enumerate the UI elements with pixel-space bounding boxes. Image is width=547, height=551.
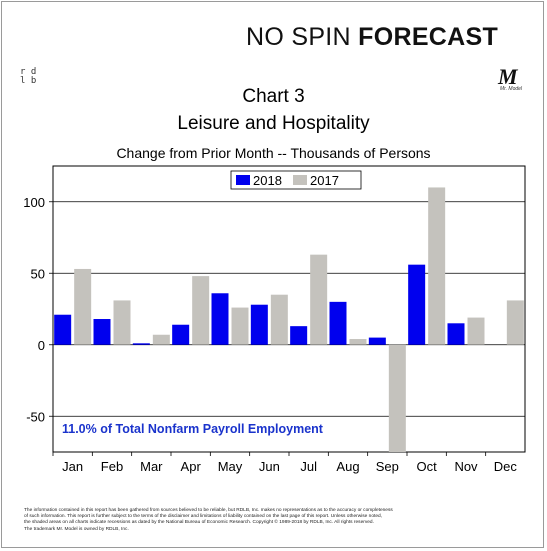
x-tick-label: Mar (140, 459, 163, 474)
footer-line1: The information contained in this report… (24, 508, 393, 513)
x-tick-label: Apr (181, 459, 202, 474)
bar-2017-sep (388, 344, 406, 452)
x-tick-label: Sep (376, 459, 399, 474)
x-tick-label: Jan (62, 459, 83, 474)
bar-2017-nov (467, 317, 485, 345)
bar-2018-jun (250, 304, 268, 345)
y-tick-label: 50 (31, 266, 45, 281)
y-tick-label: 100 (23, 195, 45, 210)
footer-line4: The trademark Mr. Model is owned by RDLB… (24, 526, 129, 532)
x-tick-label: May (218, 459, 243, 474)
bar-2018-sep (368, 337, 386, 345)
x-tick-label: Dec (494, 459, 518, 474)
bar-2018-nov (447, 323, 465, 345)
bar-2018-jan (54, 314, 72, 345)
bar-group (54, 187, 524, 452)
bar-2017-mar (152, 334, 170, 345)
y-axis-ticks: 100 50 0 -50 (23, 195, 53, 424)
bar-2018-may (211, 293, 229, 345)
bar-2017-jul (310, 254, 328, 345)
bar-2018-mar (132, 343, 150, 345)
legend: 2018 2017 (230, 170, 362, 190)
bar-2018-oct (408, 264, 426, 345)
chart-title: Chart 3 (242, 86, 305, 107)
chart-title-line2: Leisure and Hospitality (177, 113, 370, 134)
y-tick-label: 0 (38, 338, 45, 353)
footer-line2: of such information. This report is furt… (24, 514, 382, 520)
bar-2017-dec (506, 300, 524, 345)
legend-swatch-2018 (236, 175, 250, 185)
x-axis-ticks: Jan Feb Mar Apr May Jun Jul Aug Sep Oct Nov Dec (52, 452, 518, 474)
y-tick-label: -50 (26, 409, 45, 424)
legend-label-2017: 2017 (310, 173, 339, 188)
brand-part2: FORECAST (358, 23, 499, 51)
footer-line3: the shaded areas on all charts indicate … (24, 520, 374, 526)
brand-title: NO SPIN FORECAST (246, 23, 498, 52)
bar-2017-jan (74, 268, 92, 345)
chart-subtitle: Change from Prior Month -- Thousands of … (116, 145, 431, 161)
chart-annotation: 11.0% of Total Nonfarm Payroll Employmen… (62, 422, 324, 436)
mr-model-caption: Mr. Model (500, 86, 523, 92)
brand-part1: NO SPIN (246, 23, 351, 51)
rdlb-logo-line1: r d (20, 67, 37, 77)
disclaimer-footer: The information contained in this report… (24, 508, 524, 533)
legend-swatch-2017 (293, 175, 307, 185)
x-tick-label: Jul (300, 459, 317, 474)
rdlb-logo-line2: l b (20, 76, 37, 86)
plot-area (52, 165, 526, 453)
legend-label-2018: 2018 (253, 173, 282, 188)
x-tick-label: Nov (454, 459, 478, 474)
bar-2018-apr (172, 324, 190, 345)
x-tick-label: Aug (336, 459, 359, 474)
bar-2017-apr (192, 276, 210, 345)
bar-2017-may (231, 307, 249, 345)
mr-model-logo: M (498, 64, 518, 89)
bar-2018-feb (93, 319, 111, 345)
bar-2018-jul (290, 326, 308, 345)
bar-2017-jun (270, 294, 288, 345)
bar-2017-oct (428, 187, 446, 345)
x-tick-label: Feb (101, 459, 123, 474)
grid-lines (53, 201, 525, 417)
rdlb-logo: r d l b (20, 68, 36, 86)
bar-2017-feb (113, 300, 131, 345)
bar-2017-aug (349, 339, 367, 345)
x-tick-label: Oct (417, 459, 438, 474)
bar-2018-aug (329, 301, 347, 345)
x-tick-label: Jun (259, 459, 280, 474)
